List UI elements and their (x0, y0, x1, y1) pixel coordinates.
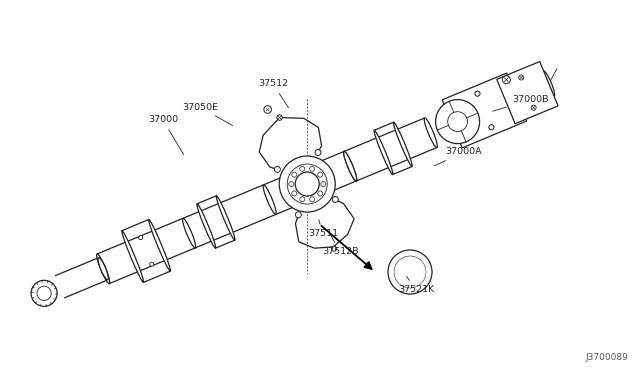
Ellipse shape (332, 196, 339, 202)
Circle shape (321, 182, 326, 186)
Ellipse shape (475, 91, 480, 96)
Ellipse shape (98, 258, 108, 280)
Ellipse shape (263, 185, 276, 214)
Ellipse shape (543, 71, 555, 96)
Text: 37000: 37000 (148, 115, 184, 155)
Polygon shape (497, 61, 558, 124)
Circle shape (264, 106, 271, 113)
Ellipse shape (275, 166, 280, 172)
Ellipse shape (424, 118, 437, 148)
Circle shape (436, 100, 479, 144)
Circle shape (279, 156, 335, 212)
Ellipse shape (332, 246, 337, 251)
Text: 37000A: 37000A (435, 148, 482, 166)
Text: 37000B: 37000B (493, 96, 548, 111)
Ellipse shape (531, 105, 536, 110)
Ellipse shape (344, 151, 356, 181)
Circle shape (300, 166, 305, 171)
Ellipse shape (150, 262, 154, 266)
Ellipse shape (344, 151, 356, 181)
Circle shape (400, 262, 420, 282)
Text: 37521K: 37521K (398, 276, 435, 295)
Circle shape (292, 191, 297, 196)
Circle shape (300, 197, 305, 202)
Ellipse shape (295, 212, 301, 218)
Circle shape (448, 112, 467, 131)
Ellipse shape (489, 125, 494, 130)
Circle shape (310, 166, 315, 171)
Circle shape (295, 172, 319, 196)
Circle shape (287, 164, 327, 204)
Circle shape (388, 250, 432, 294)
Ellipse shape (122, 231, 143, 282)
Ellipse shape (182, 218, 196, 248)
Ellipse shape (489, 125, 494, 130)
Ellipse shape (394, 122, 412, 167)
Polygon shape (442, 73, 527, 148)
Text: 37512: 37512 (258, 80, 289, 108)
Circle shape (317, 191, 323, 196)
Ellipse shape (518, 75, 524, 80)
Ellipse shape (374, 130, 393, 174)
Ellipse shape (315, 150, 321, 155)
Ellipse shape (148, 219, 170, 271)
Circle shape (502, 76, 510, 84)
Text: 37050E: 37050E (182, 103, 232, 126)
Ellipse shape (216, 196, 235, 240)
Circle shape (289, 182, 294, 186)
Circle shape (310, 197, 315, 202)
Text: 37511: 37511 (308, 219, 338, 238)
Circle shape (394, 256, 426, 288)
Ellipse shape (139, 235, 143, 240)
Text: 37512B: 37512B (322, 237, 358, 257)
Circle shape (31, 280, 57, 306)
Ellipse shape (197, 204, 216, 248)
Circle shape (317, 172, 323, 177)
Circle shape (292, 172, 297, 177)
Circle shape (37, 286, 51, 301)
Ellipse shape (97, 254, 109, 283)
Ellipse shape (484, 96, 495, 121)
Text: J3700089: J3700089 (585, 353, 628, 362)
Ellipse shape (475, 91, 480, 96)
Ellipse shape (277, 115, 282, 120)
